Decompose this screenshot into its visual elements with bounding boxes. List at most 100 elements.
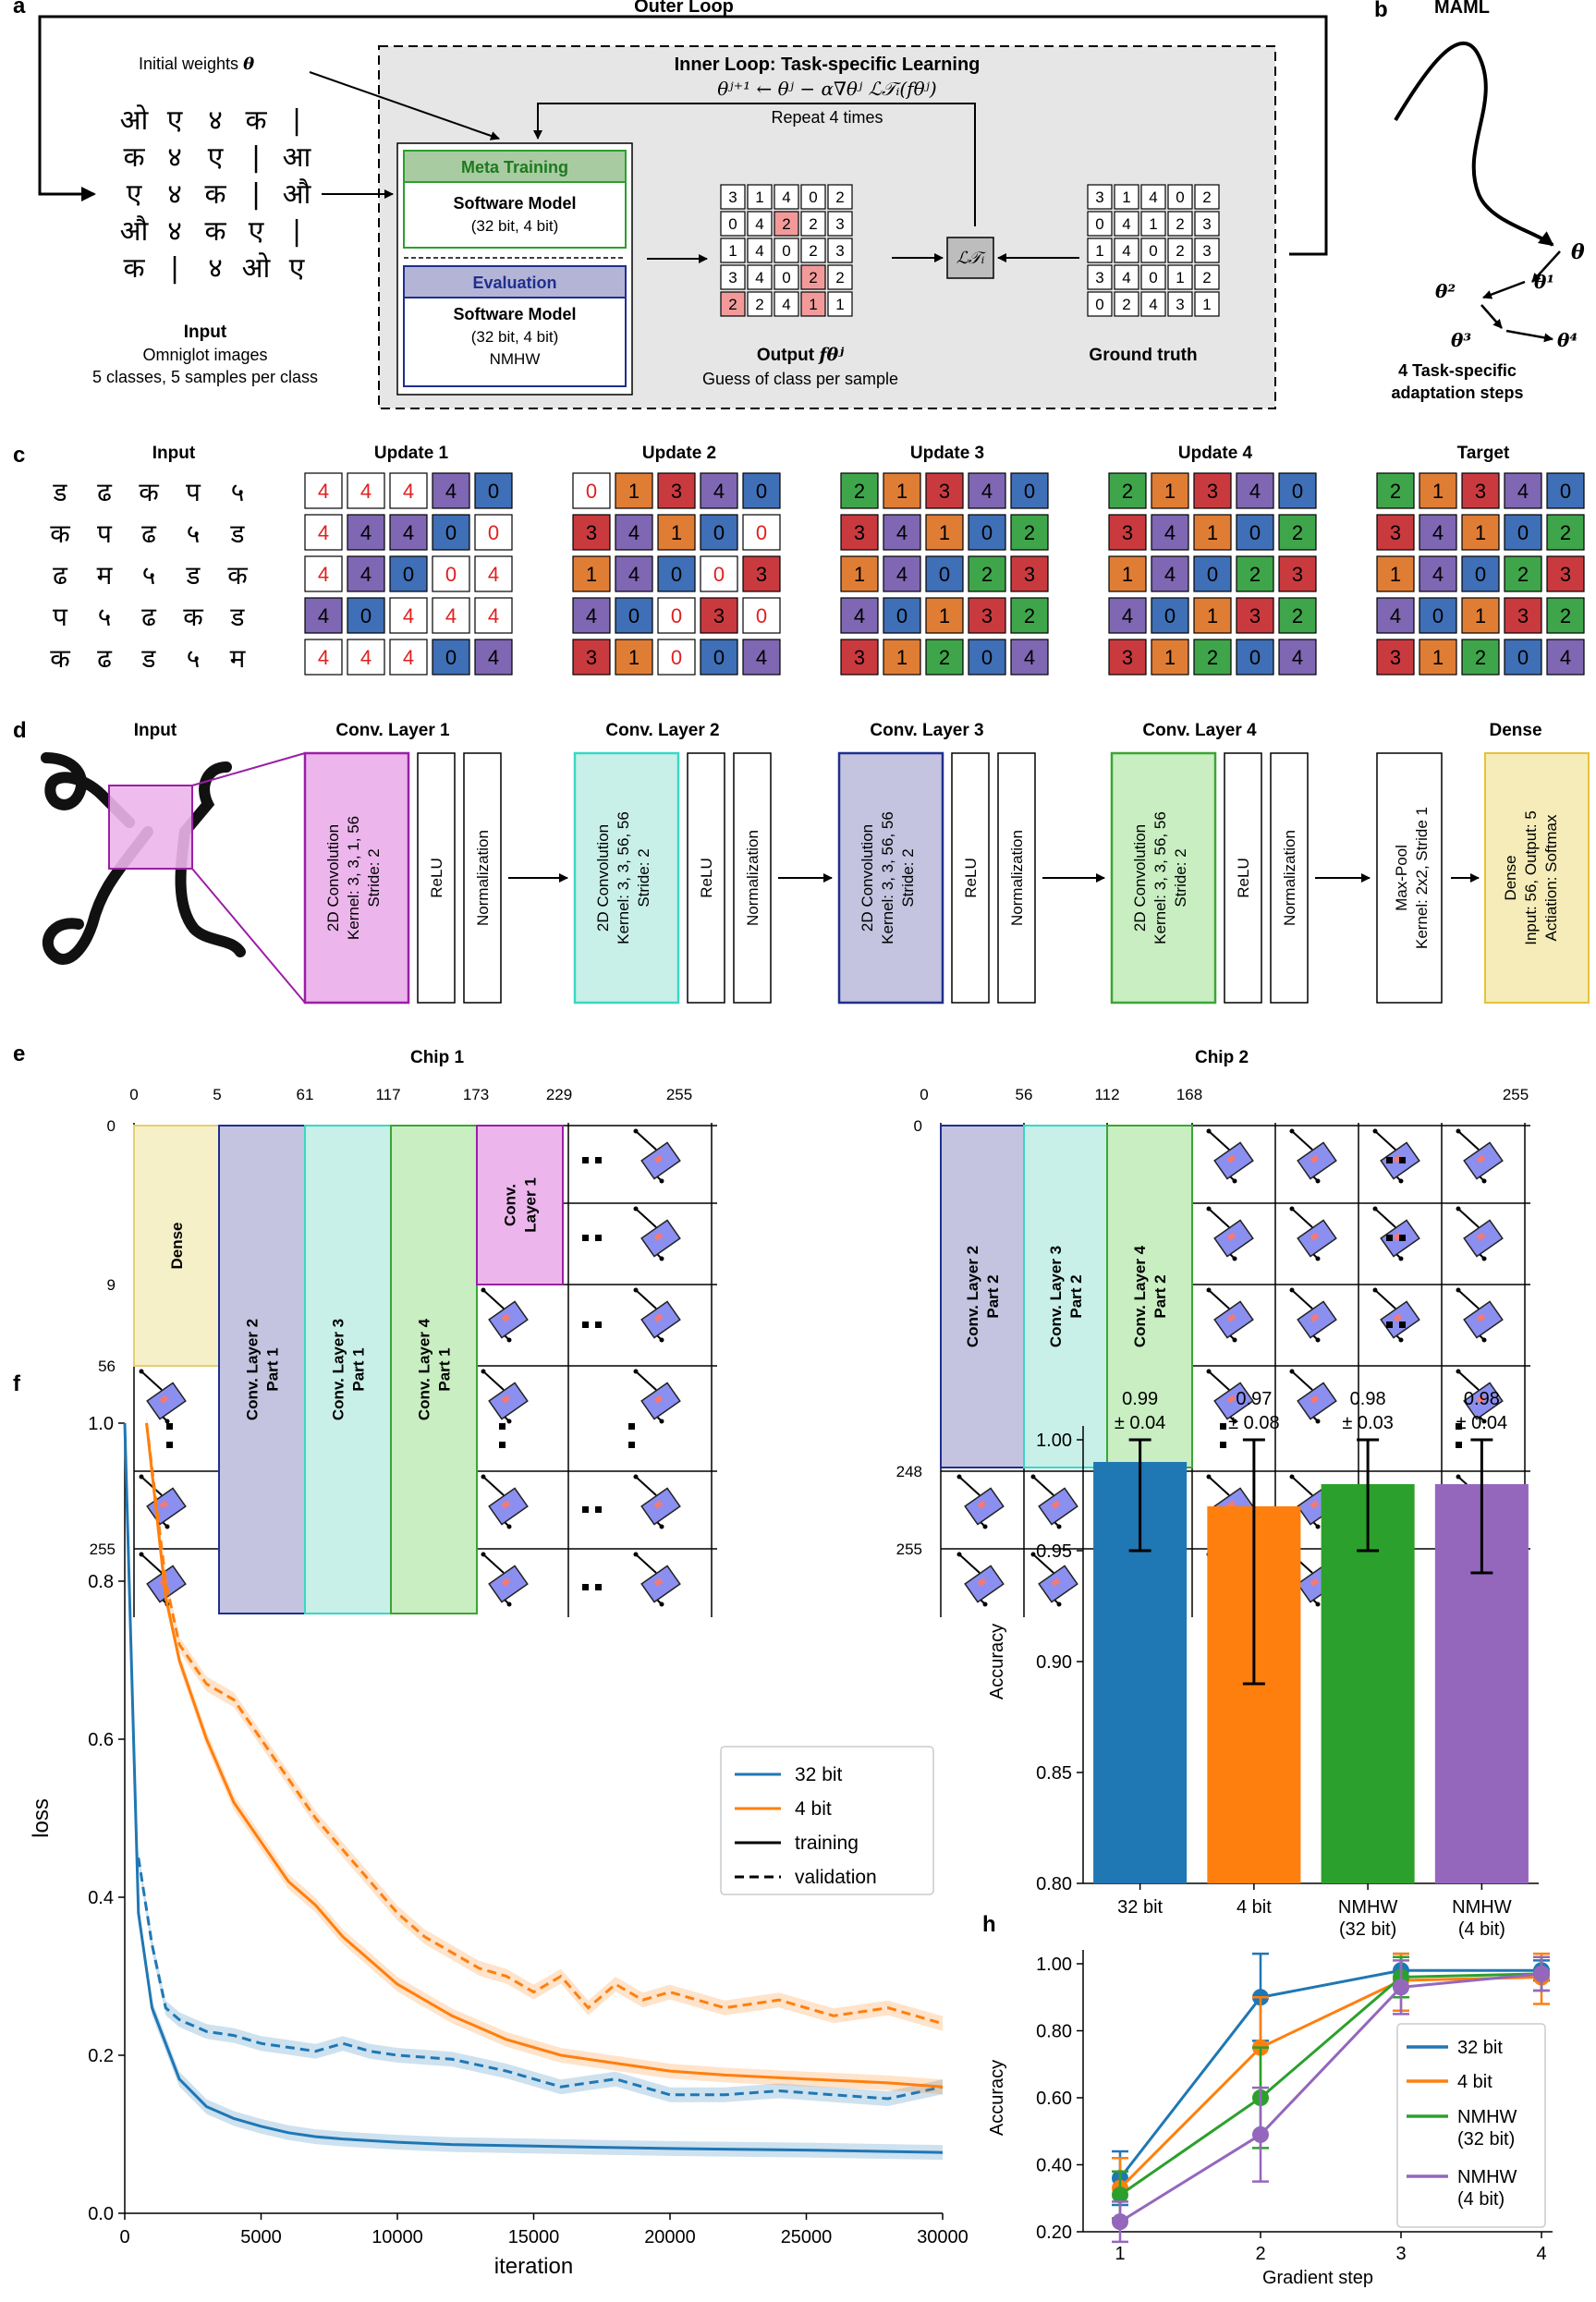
c-cell-value: 0 <box>488 521 499 544</box>
ground-truth-value: 2 <box>1176 215 1184 233</box>
conv-layer-title: Conv. Layer 3 <box>870 721 983 740</box>
ground-truth-value: 2 <box>1202 269 1211 286</box>
c-input-glyph: क <box>227 560 248 591</box>
relu-text: ReLU <box>698 858 715 897</box>
c-cell-value: 3 <box>713 604 725 627</box>
conv-box <box>303 751 410 1005</box>
c-cell-value: 4 <box>360 480 372 503</box>
inner-loop-title: Inner Loop: Task-specific Learning <box>675 55 981 75</box>
c-input-glyph: ढ <box>97 643 113 674</box>
f-ytick-label: 0.8 <box>88 1572 114 1592</box>
h-series-line <box>1118 1968 1541 2179</box>
memristor-device <box>480 1286 529 1344</box>
c-cell-value: 4 <box>1560 646 1571 669</box>
evaluation-header <box>403 265 627 298</box>
chip-block <box>390 1125 478 1614</box>
c-cell <box>432 514 470 551</box>
chip-col-label: 0 <box>920 1086 928 1103</box>
g-xtick-label: 32 bit <box>1117 1897 1163 1918</box>
c-cell-value: 0 <box>445 646 457 669</box>
conv-box-text: Stride: 2 <box>635 848 652 907</box>
memristor-device <box>632 1127 681 1185</box>
chip-col-label: 117 <box>375 1086 400 1103</box>
output-value: 2 <box>835 189 844 206</box>
c-cell <box>389 639 428 676</box>
chip-block <box>218 1125 306 1614</box>
g-ytick-label: 1.00 <box>1036 1431 1072 1451</box>
inner-update-rule: θʲ⁺¹ ← θʲ − α∇θʲ ℒ𝒯ᵢ(fθʲ) <box>717 78 936 100</box>
memristor-device <box>1288 1368 1337 1425</box>
ellipsis-dot <box>1399 1235 1406 1241</box>
c-cell-value: 4 <box>1122 604 1133 627</box>
evaluation-model: Software Model <box>453 305 576 323</box>
ground-truth-cell <box>1167 211 1193 237</box>
c-cell-value: 4 <box>713 480 725 503</box>
c-cell <box>304 472 343 509</box>
c-cell-value: 3 <box>1560 563 1571 586</box>
conv-box <box>573 751 680 1005</box>
c-cell <box>1193 597 1232 634</box>
output-value: 2 <box>728 296 737 313</box>
c-cell-value: 0 <box>671 646 682 669</box>
evaluation-nmhw: NMHW <box>490 350 541 368</box>
c-cell <box>968 639 1006 676</box>
output-cell <box>774 264 799 290</box>
c-cell-value: 4 <box>1517 480 1529 503</box>
c-cell-value: 0 <box>1024 480 1035 503</box>
c-input-glyph: ५ <box>187 518 201 549</box>
c-cell-value: 0 <box>1432 604 1444 627</box>
c-input-glyph: ढ <box>53 560 68 591</box>
ground-truth-cell <box>1140 264 1166 290</box>
f-series-band <box>138 1850 944 2106</box>
output-value: 4 <box>755 269 763 286</box>
output-value: 1 <box>728 242 737 260</box>
h-ytick-label: 0.20 <box>1036 2223 1072 2243</box>
dense-box <box>1484 752 1590 1004</box>
c-cell <box>572 639 611 676</box>
output-value: 2 <box>782 215 790 233</box>
omniglot-glyph: औ <box>283 178 312 211</box>
c-cell-value: 0 <box>756 480 767 503</box>
memristor-device <box>138 1473 187 1530</box>
ground-truth-cell <box>1167 238 1193 263</box>
c-cell <box>615 597 653 634</box>
c-cell-value: 3 <box>1292 563 1303 586</box>
panel-label-h: h <box>982 1912 996 1937</box>
c-cell-value: 1 <box>939 521 950 544</box>
c-cell-value: 4 <box>488 604 499 627</box>
chip-col-label: 0 <box>129 1086 138 1103</box>
c-cell <box>615 514 653 551</box>
c-update-grids: Update 14 4 4 4 04 4 4 0 04 4 0 0 44 0 4 4 44 4 4 0 4Update … <box>304 444 1585 676</box>
h-xtick-label: 1 <box>1115 2244 1125 2264</box>
c-cell <box>883 472 921 509</box>
c-cell-value: 4 <box>403 480 414 503</box>
c-cell <box>700 555 738 592</box>
output-value: 2 <box>809 269 817 286</box>
c-cell-value: 4 <box>1432 521 1444 544</box>
h-legend-label: 32 bit <box>1457 2038 1503 2058</box>
c-cell-value: 4 <box>896 563 908 586</box>
c-cell-value: 3 <box>671 480 682 503</box>
c-cell-value: 0 <box>445 563 457 586</box>
c-cell <box>1278 639 1317 676</box>
panel-c: Input ड ढ क प ५क प ढ ५ डढ म ५ ड कप ५ ढ क डक ढ ड ५ म Update 1… <box>50 444 1585 676</box>
chip-block-label: Conv. <box>502 1184 519 1226</box>
ground-truth-cell <box>1194 264 1220 290</box>
c-cell-value: 3 <box>1122 521 1133 544</box>
c-cell-value: 3 <box>854 646 865 669</box>
output-cell <box>747 264 773 290</box>
g-ytick-label: 0.95 <box>1036 1541 1072 1562</box>
omniglot-glyph: ४ <box>167 141 182 174</box>
c-cell-value: 0 <box>756 604 767 627</box>
c-cell <box>615 472 653 509</box>
memristor-device <box>1455 1205 1504 1262</box>
c-cell <box>474 639 513 676</box>
chip2-title: Chip 2 <box>1195 1048 1249 1067</box>
omniglot-glyph: | <box>292 215 301 248</box>
c-cell <box>742 555 781 592</box>
c-cell-value: 2 <box>981 563 993 586</box>
c-cell-value: 0 <box>671 604 682 627</box>
chip-block-label: Part 1 <box>264 1347 282 1391</box>
h-legend-label: (32 bit) <box>1457 2129 1515 2150</box>
c-cell-value: 3 <box>1122 646 1133 669</box>
